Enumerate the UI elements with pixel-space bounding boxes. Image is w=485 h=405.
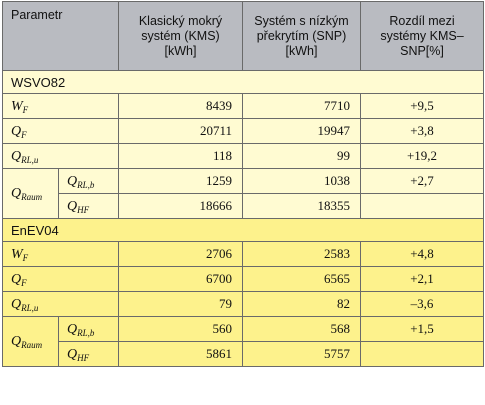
diff-value: –3,6 <box>360 291 484 317</box>
diff-value <box>360 193 484 219</box>
table-row: QRL,u 118 99 +19,2 <box>2 143 484 169</box>
kms-value: 118 <box>118 143 243 169</box>
param-symbol: QF <box>11 271 27 288</box>
kms-value: 6700 <box>118 266 243 292</box>
table-row: QF 6700 6565 +2,1 <box>2 266 484 292</box>
param-cell: WF <box>2 241 119 267</box>
param-symbol: QRaum <box>11 334 43 350</box>
table-row: QRL,u 79 82 –3,6 <box>2 291 484 317</box>
param-cell: QF <box>2 266 119 292</box>
table-row: WF 2706 2583 +4,8 <box>2 241 484 267</box>
snp-value: 6565 <box>242 266 361 292</box>
param-cell: QRL,u <box>2 291 119 317</box>
table-row: QRaum QRL,b 1259 1038 +2,7 <box>2 168 484 219</box>
snp-value: 5757 <box>242 341 361 367</box>
snp-value: 1038 <box>242 168 361 194</box>
diff-value: +2,1 <box>360 266 484 292</box>
section-title-row: EnEV04 <box>2 218 484 242</box>
section-title: WSVO82 <box>2 70 484 94</box>
header-snp: Systém s nízkým překrytím (SNP)[kWh] <box>242 1 361 71</box>
table-row: QRaum QRL,b 560 568 +1,5 <box>2 316 484 367</box>
param-cell: QHF <box>58 341 119 367</box>
param-symbol: QRL,u <box>11 148 39 165</box>
diff-value: +9,5 <box>360 93 484 119</box>
diff-value: +19,2 <box>360 143 484 169</box>
param-symbol: QRL,b <box>67 173 95 190</box>
kms-value: 5861 <box>118 341 243 367</box>
comparison-table: Parametr Klasický mokrý systém (KMS)[kWh… <box>2 1 484 367</box>
param-symbol: QF <box>11 123 27 140</box>
param-cell: QF <box>2 118 119 144</box>
header-diff: Rozdíl mezi systémy KMS–SNP[%] <box>360 1 484 71</box>
table-row: WF 8439 7710 +9,5 <box>2 93 484 119</box>
kms-value: 1259 <box>118 168 243 194</box>
snp-value: 568 <box>242 316 361 342</box>
param-symbol: WF <box>11 98 29 115</box>
kms-value: 8439 <box>118 93 243 119</box>
param-symbol: QRaum <box>11 186 43 202</box>
snp-value: 99 <box>242 143 361 169</box>
param-cell: QRL,b <box>58 316 119 342</box>
snp-value: 7710 <box>242 93 361 119</box>
param-symbol: QRL,b <box>67 321 95 338</box>
group-param-cell: QRaum <box>2 316 59 367</box>
param-cell: QHF <box>58 193 119 219</box>
kms-value: 79 <box>118 291 243 317</box>
section-title-row: WSVO82 <box>2 70 484 94</box>
snp-value: 18355 <box>242 193 361 219</box>
param-cell: WF <box>2 93 119 119</box>
snp-value: 82 <box>242 291 361 317</box>
snp-value: 19947 <box>242 118 361 144</box>
param-symbol: QRL,u <box>11 296 39 313</box>
section-enev04: EnEV04 WF 2706 2583 +4,8 QF 6700 6565 +2… <box>2 218 484 367</box>
header-row: Parametr Klasický mokrý systém (KMS)[kWh… <box>2 1 484 71</box>
kms-value: 20711 <box>118 118 243 144</box>
diff-value: +2,7 <box>360 168 484 194</box>
kms-value: 18666 <box>118 193 243 219</box>
diff-value: +3,8 <box>360 118 484 144</box>
param-cell: QRL,b <box>58 168 119 194</box>
kms-value: 2706 <box>118 241 243 267</box>
header-param: Parametr <box>2 1 119 71</box>
param-symbol: QHF <box>67 346 90 363</box>
param-symbol: QHF <box>67 198 90 215</box>
param-cell: QRL,u <box>2 143 119 169</box>
diff-value <box>360 341 484 367</box>
kms-value: 560 <box>118 316 243 342</box>
param-symbol: WF <box>11 246 29 263</box>
diff-value: +4,8 <box>360 241 484 267</box>
table-row: QHF 5861 5757 <box>3 341 484 367</box>
section-wsvo82: WSVO82 WF 8439 7710 +9,5 QF 20711 19947 … <box>2 70 484 219</box>
table-row: QHF 18666 18355 <box>3 193 484 219</box>
group-param-cell: QRaum <box>2 168 59 219</box>
section-title: EnEV04 <box>2 218 484 242</box>
table-row: QF 20711 19947 +3,8 <box>2 118 484 144</box>
diff-value: +1,5 <box>360 316 484 342</box>
header-kms: Klasický mokrý systém (KMS)[kWh] <box>118 1 243 71</box>
snp-value: 2583 <box>242 241 361 267</box>
